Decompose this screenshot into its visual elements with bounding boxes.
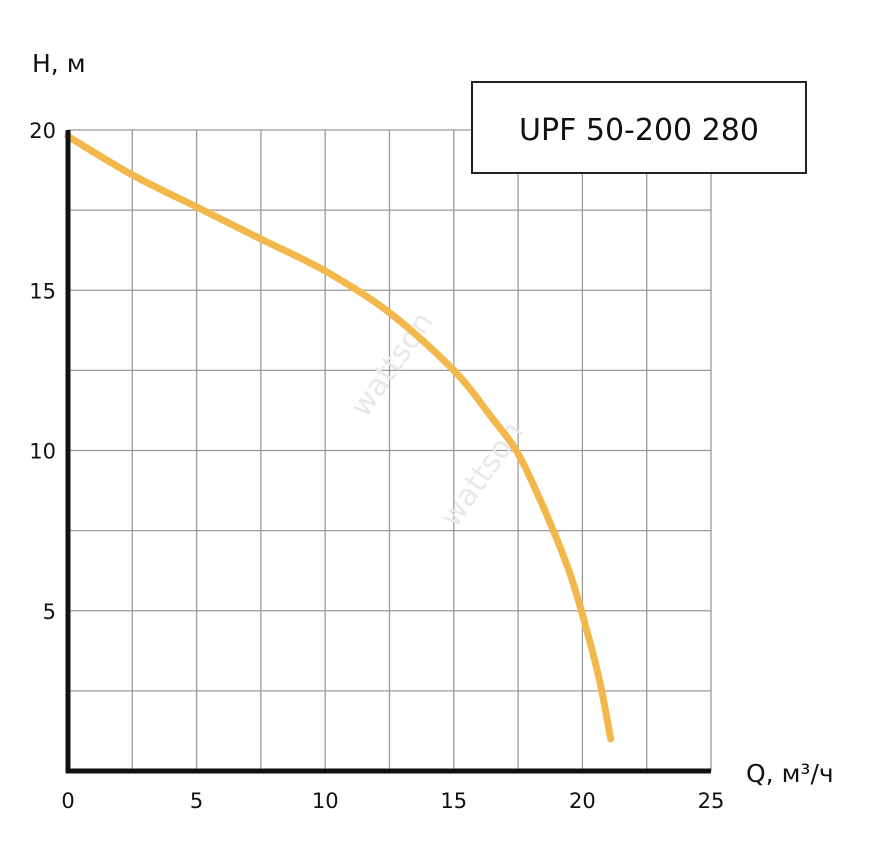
watermark-text: wattson: [434, 416, 531, 534]
legend-box: [471, 81, 807, 174]
y-tick-label: 5: [43, 600, 56, 624]
y-tick-label: 10: [29, 440, 56, 464]
y-tick-label: 15: [29, 279, 56, 303]
tick-labels: 0 5 10 15 20 25 5 10 15 20: [29, 119, 724, 813]
watermark-text: wattson: [344, 306, 441, 424]
legend-label: UPF 50-200 280: [519, 113, 759, 148]
axes: [65, 130, 711, 774]
x-tick-label: 25: [698, 789, 725, 813]
grid: [68, 129, 712, 771]
legend: UPF 50-200 280: [471, 81, 807, 174]
x-tick-label: 20: [569, 789, 596, 813]
x-tick-label: 0: [61, 789, 74, 813]
y-axis-title: H, м: [32, 49, 86, 78]
x-tick-label: 5: [190, 789, 203, 813]
x-axis-title: Q, м³/ч: [746, 759, 834, 788]
series-line: [64, 132, 615, 743]
y-tick-label: 20: [29, 119, 56, 143]
x-tick-label: 10: [312, 789, 339, 813]
series-layer: [64, 132, 615, 743]
x-tick-label: 15: [440, 789, 467, 813]
